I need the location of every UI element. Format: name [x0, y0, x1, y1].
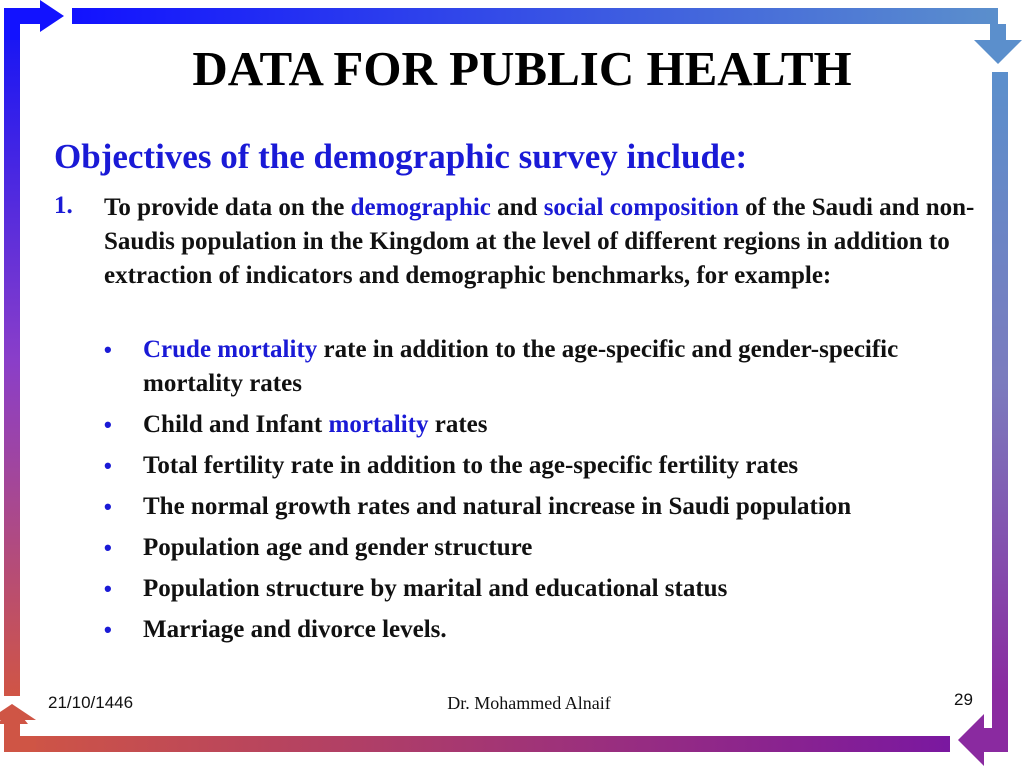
page-number: 29: [954, 690, 973, 709]
highlight-social-composition: social composition: [543, 194, 739, 221]
frame-right-bar: [992, 72, 1008, 694]
section-heading: Objectives of the demographic survey inc…: [54, 137, 748, 176]
list-item-text: Child and Infant: [143, 411, 329, 438]
bullet-icon: •: [104, 337, 112, 362]
list-item-text: rates: [428, 411, 488, 438]
list-item-text: Population age and gender structure: [143, 534, 533, 561]
highlight-mortality: mortality: [328, 411, 429, 438]
paragraph-text: of the Saudi and non-Saudis population i…: [104, 194, 975, 289]
paragraph-text: To provide data on the: [104, 194, 351, 221]
bullet-icon: •: [104, 535, 112, 560]
list-item: • Child and Infant mortality rates: [104, 408, 984, 442]
arrow-right-icon: [4, 0, 64, 40]
list-item-text: Population structure by marital and educ…: [143, 575, 728, 602]
frame-bottom-bar: [20, 736, 950, 752]
footer-author: Dr. Mohammed Alnaif: [447, 693, 611, 713]
bullet-icon: •: [104, 453, 112, 478]
footer-date: 21/10/1446: [48, 693, 134, 712]
page-title: DATA FOR PUBLIC HEALTH: [192, 41, 852, 96]
arrow-down-icon: [974, 24, 1022, 64]
list-item: • Crude mortality rate in addition to the…: [104, 333, 984, 401]
bullet-icon: •: [104, 494, 112, 519]
item-number: 1.: [54, 192, 73, 219]
bullet-icon: •: [104, 576, 112, 601]
bullet-icon: •: [104, 617, 112, 642]
paragraph-text: and: [490, 194, 544, 221]
highlight-demographic: demographic: [350, 194, 491, 221]
bullet-icon: •: [104, 412, 112, 437]
frame-top-bar: [72, 8, 998, 24]
list-item: • The normal growth rates and natural inc…: [104, 490, 984, 524]
list-item-text: Marriage and divorce levels.: [143, 616, 447, 643]
list-item: • Population age and gender structure: [104, 531, 984, 565]
list-item: • Marriage and divorce levels.: [104, 613, 984, 647]
frame-left-bar: [4, 24, 20, 696]
objective-paragraph: To provide data on the demographic and s…: [104, 191, 994, 293]
list-item-text: rate in addition to the age-specific and…: [143, 336, 899, 397]
arrow-left-icon: [958, 690, 1008, 766]
highlight-crude-mortality: Crude mortality: [143, 336, 318, 363]
list-item-text: Total fertility rate in addition to the …: [143, 452, 799, 479]
list-item: • Total fertility rate in addition to the…: [104, 449, 984, 483]
list-item-text: The normal growth rates and natural incr…: [143, 493, 852, 520]
list-item: • Population structure by marital and edu…: [104, 572, 984, 606]
indicator-list: • Crude mortality rate in addition to the…: [104, 333, 984, 654]
